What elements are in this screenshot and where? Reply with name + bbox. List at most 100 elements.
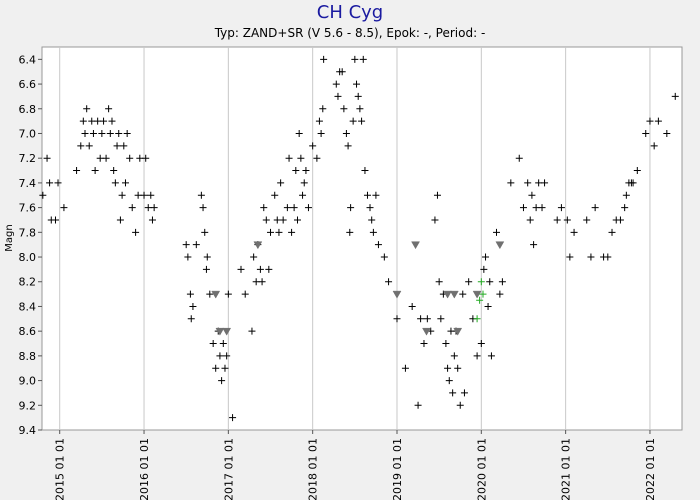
data-point — [123, 129, 131, 137]
data-point — [142, 154, 150, 162]
data-point — [209, 340, 217, 348]
x-tick-label: 2020 01 01 — [475, 438, 488, 500]
data-point — [315, 117, 323, 125]
data-point — [423, 315, 431, 323]
data-point — [60, 204, 68, 212]
data-point — [385, 278, 393, 286]
data-point — [532, 204, 540, 212]
data-point — [361, 167, 369, 175]
data-point — [293, 216, 301, 224]
data-point — [267, 228, 275, 236]
x-tick-label: 2017 01 01 — [222, 438, 235, 500]
data-point — [460, 389, 468, 397]
data-point — [313, 154, 321, 162]
data-point — [342, 129, 350, 137]
data-point — [347, 204, 355, 212]
data-point — [472, 290, 482, 299]
data-point — [442, 340, 450, 348]
data-point — [256, 265, 264, 273]
data-point — [221, 364, 229, 372]
data-point — [380, 253, 388, 261]
x-tick-label: 2022 01 01 — [644, 438, 657, 500]
data-point — [437, 315, 445, 323]
data-point — [148, 216, 156, 224]
data-point — [563, 216, 571, 224]
data-point — [297, 154, 305, 162]
data-point — [344, 142, 352, 150]
x-tick-label: 2019 01 01 — [391, 438, 404, 500]
data-point — [203, 253, 211, 261]
data-point — [197, 191, 205, 199]
data-point — [128, 204, 136, 212]
data-point — [206, 290, 214, 298]
data-point — [182, 241, 190, 249]
data-point — [248, 327, 256, 335]
data-point — [392, 290, 402, 299]
y-tick-label: 9.4 — [19, 424, 37, 437]
data-point — [222, 327, 232, 336]
y-tick-label: 7.0 — [19, 127, 37, 140]
data-point — [401, 364, 409, 372]
data-point — [147, 191, 155, 199]
data-point — [88, 117, 96, 125]
data-point — [89, 129, 97, 137]
data-point — [476, 296, 484, 304]
data-point — [465, 278, 473, 286]
data-point — [100, 117, 108, 125]
data-point — [482, 253, 490, 261]
data-point — [583, 216, 591, 224]
data-point — [553, 216, 561, 224]
data-point — [334, 92, 342, 100]
data-point — [111, 179, 119, 187]
data-point — [218, 377, 226, 385]
data-point — [340, 105, 348, 113]
chart-subtitle: Typ: ZAND+SR (V 5.6 - 8.5), Epok: -, Per… — [214, 26, 486, 40]
data-point — [363, 191, 371, 199]
data-point — [454, 364, 462, 372]
chart-title: CH Cyg — [317, 2, 383, 23]
data-point — [219, 340, 227, 348]
data-point — [420, 340, 428, 348]
data-point — [215, 327, 225, 336]
data-point — [241, 290, 249, 298]
data-point — [102, 154, 110, 162]
data-point — [557, 204, 565, 212]
data-point — [132, 228, 140, 236]
y-axis-label: Magn — [4, 224, 15, 251]
data-point — [279, 216, 287, 224]
y-tick-label: 6.8 — [19, 103, 37, 116]
data-point — [507, 179, 515, 187]
data-point — [115, 129, 123, 137]
data-point — [253, 241, 263, 250]
data-point — [299, 191, 307, 199]
data-point — [85, 142, 93, 150]
y-tick-label: 7.2 — [19, 152, 37, 165]
data-point — [290, 204, 298, 212]
data-point — [320, 55, 328, 63]
data-point — [338, 68, 346, 76]
data-point — [43, 154, 51, 162]
data-point — [435, 278, 443, 286]
data-point — [292, 167, 300, 175]
data-point — [105, 105, 113, 113]
y-tick-label: 6.4 — [19, 53, 37, 66]
data-point — [277, 179, 285, 187]
data-point — [94, 117, 102, 125]
data-point — [374, 241, 382, 249]
data-point — [570, 228, 578, 236]
data-point — [642, 129, 650, 137]
data-point — [199, 204, 207, 212]
plot-area — [41, 46, 683, 431]
data-point — [393, 315, 401, 323]
data-point — [51, 216, 59, 224]
data-point — [136, 154, 144, 162]
data-point — [369, 228, 377, 236]
data-point — [189, 302, 197, 310]
data-point — [433, 191, 441, 199]
data-point — [121, 179, 129, 187]
data-point — [346, 228, 354, 236]
data-point — [456, 401, 464, 409]
data-point — [229, 414, 237, 422]
data-point — [118, 191, 126, 199]
